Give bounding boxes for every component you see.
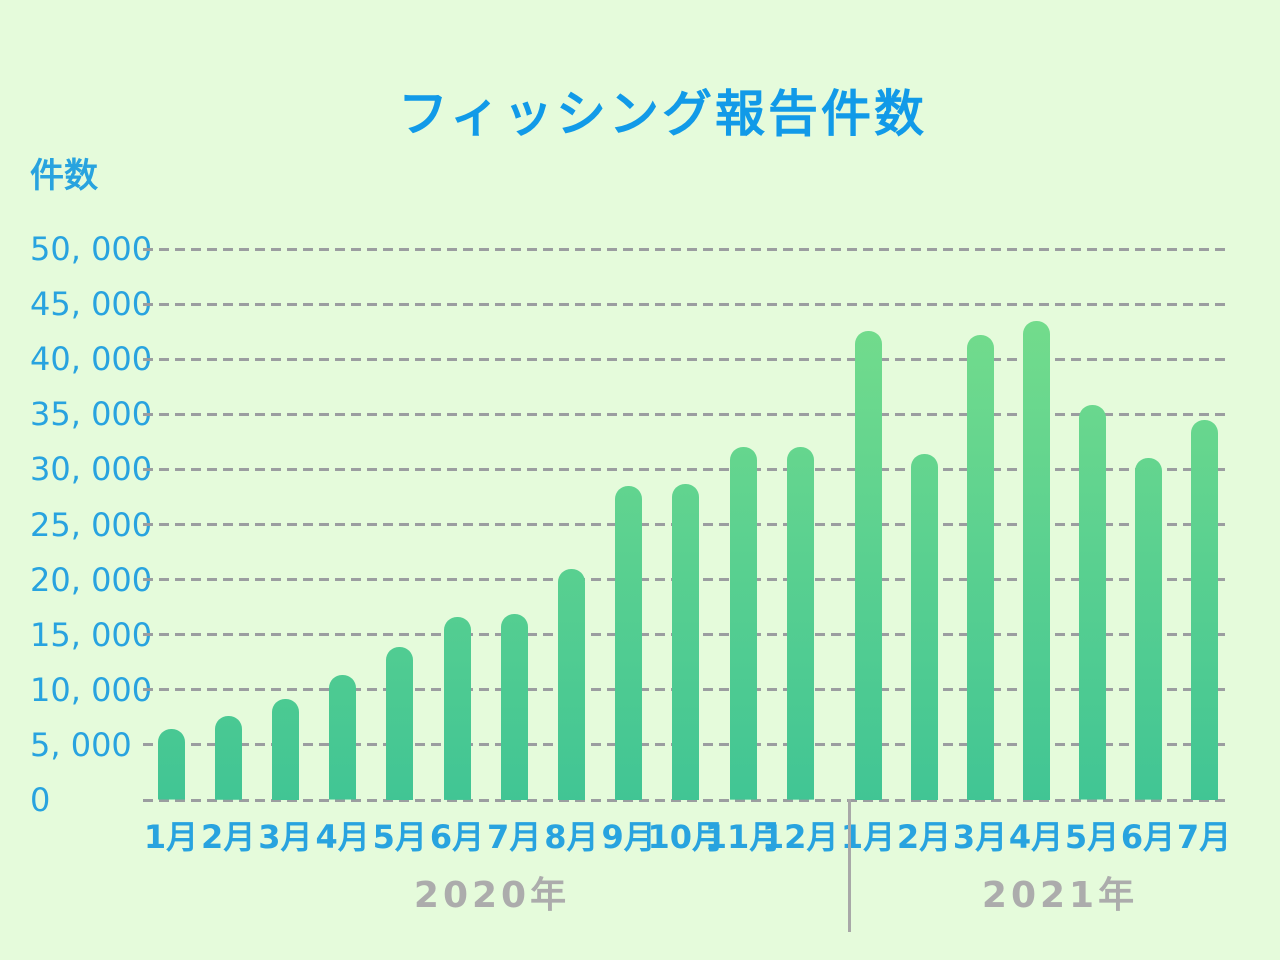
y-tick-label: 30, 000 xyxy=(30,450,153,489)
x-tick-label-2021年-4月: 4月 xyxy=(1008,818,1064,856)
x-tick-label-2020年-1月: 1月 xyxy=(143,818,199,856)
y-tick-label: 45, 000 xyxy=(30,285,153,324)
y-tick-label: 35, 000 xyxy=(30,395,153,434)
bar-2020年-7月 xyxy=(500,613,528,800)
x-tick-label-2021年-7月: 7月 xyxy=(1176,818,1232,856)
y-tick-label: 20, 000 xyxy=(30,560,153,599)
bar-2020年-4月 xyxy=(329,675,357,800)
gridline xyxy=(143,467,1225,471)
gridline xyxy=(143,357,1225,361)
y-axis-unit-label: 件数 xyxy=(30,156,98,196)
gridline xyxy=(143,302,1225,306)
x-tick-label-2020年-9月: 9月 xyxy=(601,818,656,856)
x-tick-label-2020年-4月: 4月 xyxy=(315,818,370,856)
x-tick-label-2020年-2月: 2月 xyxy=(201,818,256,856)
x-tick-label-2020年-10月: 10月 xyxy=(647,818,725,856)
y-tick-label: 5, 000 xyxy=(30,725,132,764)
bar-2021年-4月 xyxy=(1022,320,1050,800)
x-tick-label-2020年-3月: 3月 xyxy=(258,818,313,856)
gridline xyxy=(143,798,1225,802)
x-tick-label-2020年-11月: 11月 xyxy=(704,818,782,856)
bar-2020年-11月 xyxy=(729,447,757,800)
gridline xyxy=(143,247,1225,251)
year-separator-line xyxy=(848,799,851,932)
x-tick-label-2021年-6月: 6月 xyxy=(1120,818,1176,856)
x-tick-label-2021年-3月: 3月 xyxy=(952,818,1008,856)
y-tick-label: 10, 000 xyxy=(30,670,153,709)
bar-2020年-2月 xyxy=(214,716,242,800)
bar-2020年-9月 xyxy=(615,485,643,800)
bar-2020年-8月 xyxy=(557,568,585,800)
y-tick-label: 0 xyxy=(30,781,51,819)
gridline xyxy=(143,412,1225,416)
bar-2020年-1月 xyxy=(157,729,185,800)
bar-2021年-2月 xyxy=(910,453,938,800)
y-tick-label: 40, 000 xyxy=(30,340,153,379)
year-label-2021: 2021年 xyxy=(981,875,1139,916)
x-tick-label-2021年-5月: 5月 xyxy=(1064,818,1120,856)
plot-area xyxy=(143,247,1225,802)
year-label-2020: 2020年 xyxy=(413,875,571,916)
y-tick-label: 50, 000 xyxy=(30,230,153,268)
bar-2020年-6月 xyxy=(443,617,471,800)
x-tick-label-2021年-2月: 2月 xyxy=(896,818,952,856)
chart-title: フィッシング報告件数 xyxy=(398,85,927,143)
x-tick-label-2020年-12月: 12月 xyxy=(761,818,839,856)
bar-2020年-5月 xyxy=(386,646,414,800)
x-tick-label-2020年-6月: 6月 xyxy=(429,818,485,856)
x-tick-label-2020年-5月: 5月 xyxy=(372,818,427,856)
x-tick-label-2020年-8月: 8月 xyxy=(544,818,599,856)
y-tick-label: 15, 000 xyxy=(30,615,153,654)
bar-2021年-1月 xyxy=(854,330,882,800)
bar-2021年-7月 xyxy=(1190,419,1218,800)
x-tick-label-2020年-7月: 7月 xyxy=(487,818,542,856)
bar-2021年-3月 xyxy=(966,334,994,800)
bar-2020年-10月 xyxy=(672,483,700,800)
bar-2020年-3月 xyxy=(271,698,299,800)
bar-2021年-6月 xyxy=(1134,458,1162,800)
bar-2021年-5月 xyxy=(1078,405,1106,800)
y-tick-label: 25, 000 xyxy=(30,505,153,544)
bar-2020年-12月 xyxy=(786,447,814,800)
